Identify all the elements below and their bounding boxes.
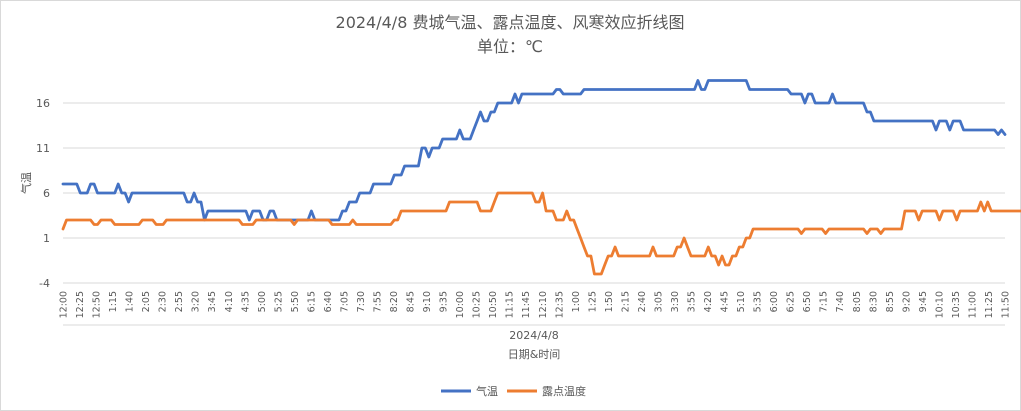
x-tick-label: 6:25 — [786, 291, 797, 312]
chart-title: 2024/4/8 费城气温、露点温度、风寒效应折线图 — [336, 13, 685, 32]
y-tick-label: 11 — [36, 142, 50, 155]
x-tick-label: 12:25 — [75, 291, 86, 318]
x-tick-label: 5:00 — [257, 291, 268, 312]
x-tick-labels: 12:00 12:25 12:50 1:15 1:40 2:05 2:30 2:55 3:20 3… — [59, 291, 1012, 318]
x-tick-label: 7:05 — [339, 291, 350, 312]
x-tick-label: 9:20 — [901, 291, 912, 312]
x-tick-label: 12:50 — [92, 291, 103, 318]
x-tick-label: 7:30 — [356, 291, 367, 312]
x-tick-label: 2:40 — [637, 291, 648, 312]
y-axis-title: 气温 — [19, 172, 33, 194]
x-tick-label: 8:20 — [389, 291, 400, 312]
x-tick-label: 5:25 — [273, 291, 284, 312]
y-tick-label: 1 — [43, 232, 50, 245]
x-tick-label: 11:25 — [984, 291, 995, 318]
x-tick-label: 11:45 — [521, 291, 532, 318]
x-tick-label: 9:10 — [422, 291, 433, 312]
x-tick-label: 7:40 — [835, 291, 846, 312]
x-tick-label: 10:35 — [951, 291, 962, 318]
x-group-label: 2024/4/8 — [509, 329, 558, 342]
x-tick-label: 3:55 — [687, 291, 698, 312]
x-tick-label: 4:45 — [720, 291, 731, 312]
x-tick-label: 6:00 — [769, 291, 780, 312]
x-tick-label: 7:55 — [373, 291, 384, 312]
x-tick-label: 3:30 — [670, 291, 681, 312]
x-tick-label: 6:50 — [802, 291, 813, 312]
gridlines — [63, 102, 1005, 284]
series-lines — [61, 79, 1021, 276]
chart-subtitle: 单位：℃ — [477, 37, 543, 56]
x-tick-label: 11:50 — [1001, 291, 1012, 318]
x-tick-label: 12:00 — [59, 291, 70, 318]
y-tick-label: 6 — [43, 187, 50, 200]
x-tick-label: 1:00 — [571, 291, 582, 312]
series-line-temperature — [61, 79, 1007, 222]
x-tick-label: 5:50 — [290, 291, 301, 312]
legend-label-dewpoint: 露点温度 — [542, 384, 586, 398]
series-line-dewpoint — [61, 191, 1021, 276]
x-tick-label: 9:45 — [918, 291, 929, 312]
x-tick-label: 5:35 — [753, 291, 764, 312]
x-tick-label: 1:15 — [108, 291, 119, 312]
x-tick-label: 8:30 — [868, 291, 879, 312]
x-tick-label: 11:15 — [505, 291, 516, 318]
x-axis-title: 日期&时间 — [508, 348, 561, 361]
x-tick-label: 9:35 — [439, 291, 450, 312]
x-tick-label: 3:45 — [207, 291, 218, 312]
x-tick-label: 5:10 — [736, 291, 747, 312]
x-tick-label: 3:20 — [191, 291, 202, 312]
x-tick-label: 8:55 — [885, 291, 896, 312]
x-tick-label: 10:00 — [455, 291, 466, 318]
legend: 气温 露点温度 — [441, 384, 586, 398]
x-tick-label: 10:50 — [488, 291, 499, 318]
x-tick-label: 6:40 — [323, 291, 334, 312]
x-tick-label: 4:20 — [703, 291, 714, 312]
y-tick-label: -4 — [39, 277, 50, 290]
x-tick-label: 12:35 — [554, 291, 565, 318]
x-tick-label: 2:05 — [141, 291, 152, 312]
x-tick-label: 8:05 — [852, 291, 863, 312]
x-tick-label: 4:35 — [240, 291, 251, 312]
x-tick-label: 2:30 — [158, 291, 169, 312]
x-tick-label: 1:25 — [587, 291, 598, 312]
x-tick-label: 2:15 — [620, 291, 631, 312]
x-tick-label: 6:15 — [306, 291, 317, 312]
y-tick-label: 16 — [36, 97, 50, 110]
x-tick-label: 1:50 — [604, 291, 615, 312]
x-tick-label: 8:45 — [406, 291, 417, 312]
x-tick-label: 11:00 — [967, 291, 978, 318]
x-tick-label: 1:40 — [125, 291, 136, 312]
x-tick-label: 3:05 — [653, 291, 664, 312]
x-tick-label: 2:55 — [174, 291, 185, 312]
x-tick-label: 4:10 — [224, 291, 235, 312]
x-tick-label: 10:25 — [472, 291, 483, 318]
x-tick-label: 12:10 — [538, 291, 549, 318]
legend-label-temperature: 气温 — [476, 384, 498, 398]
x-tick-label: 7:15 — [819, 291, 830, 312]
x-tick-label: 10:10 — [934, 291, 945, 318]
